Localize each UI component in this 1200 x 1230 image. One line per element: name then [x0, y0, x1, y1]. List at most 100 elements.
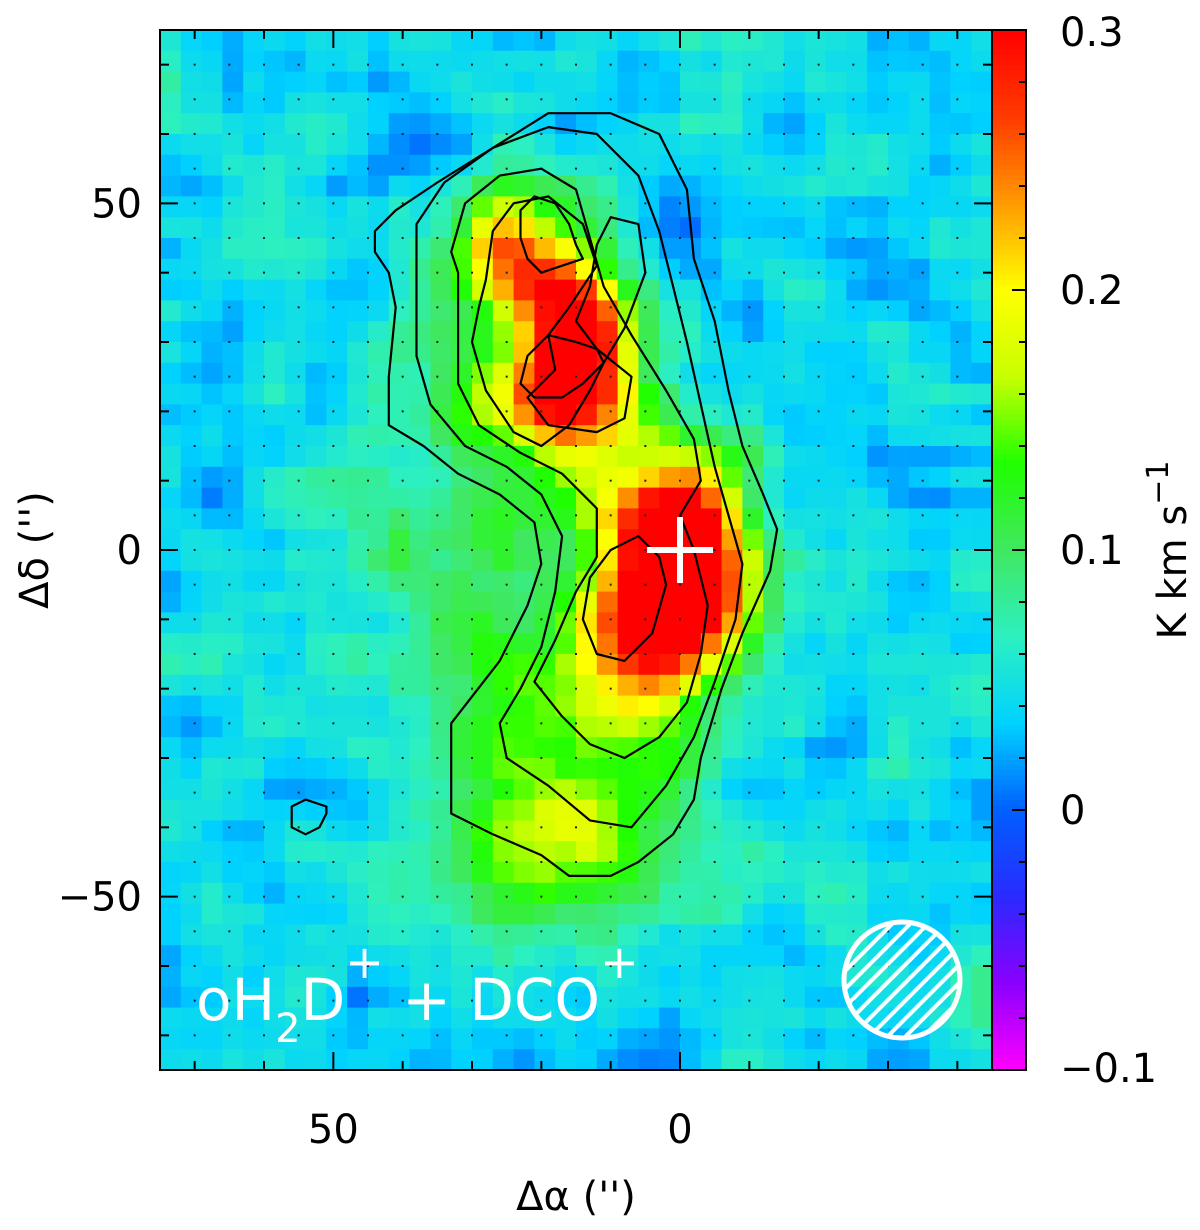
heatmap-cell [492, 674, 515, 697]
heatmap-cell [659, 737, 681, 759]
grid-dot [332, 341, 335, 343]
heatmap-cell [534, 175, 556, 197]
heatmap-cell [534, 882, 556, 905]
heatmap-cell [368, 238, 390, 260]
heatmap-cell [825, 30, 847, 52]
heatmap-cell [929, 134, 951, 156]
heatmap-cell [472, 175, 494, 197]
colorbar-segment [992, 315, 1026, 321]
heatmap-cell [700, 550, 723, 572]
colorbar-segment [992, 190, 1026, 196]
heatmap-cell [867, 508, 889, 530]
heatmap-cell [721, 446, 743, 468]
heatmap-cell [555, 508, 577, 530]
grid-dot [228, 133, 231, 135]
colorbar-segment [992, 325, 1026, 331]
heatmap-cell [929, 217, 951, 239]
heatmap-cell [160, 529, 182, 551]
heatmap-cell [284, 134, 307, 156]
heatmap-cell [160, 342, 182, 364]
heatmap-cell [264, 529, 286, 551]
heatmap-cell [430, 383, 452, 405]
heatmap-cell [867, 612, 889, 634]
heatmap-cell [825, 550, 847, 572]
heatmap-cell [784, 279, 806, 301]
heatmap-cell [742, 134, 764, 156]
grid-dot [783, 1034, 785, 1037]
heatmap-cell [368, 1049, 390, 1070]
heatmap-cell [284, 321, 307, 343]
heatmap-cell [971, 113, 992, 135]
grid-dot [228, 98, 231, 101]
heatmap-cell [950, 258, 972, 281]
heatmap-cell [763, 841, 785, 863]
heatmap-cell [950, 487, 972, 509]
heatmap-cell [721, 342, 743, 364]
heatmap-cell [929, 778, 951, 801]
heatmap-cell [243, 446, 265, 468]
heatmap-cell [492, 841, 515, 863]
heatmap-cell [867, 633, 889, 655]
heatmap-cell [347, 529, 369, 551]
heatmap-cell [326, 258, 348, 281]
heatmap-cell [971, 404, 992, 426]
heatmap-cell [638, 799, 660, 821]
colorbar-segment [992, 1015, 1026, 1021]
heatmap-cell [908, 425, 931, 447]
grid-dot [679, 341, 681, 343]
grid-dot [783, 514, 785, 517]
colorbar-segment [992, 845, 1026, 851]
heatmap-cell [409, 1049, 431, 1070]
heatmap-cell [264, 1028, 286, 1050]
grid-dot [540, 895, 543, 898]
heatmap-cell [638, 446, 660, 468]
heatmap-cell [492, 175, 515, 197]
grid-dot [852, 1034, 855, 1037]
heatmap-cell [867, 737, 889, 759]
heatmap-cell [222, 279, 244, 301]
colorbar-segment [992, 585, 1026, 591]
heatmap-cell [680, 1049, 702, 1070]
grid-dot [817, 167, 820, 170]
grid-dot [297, 999, 300, 1002]
heatmap-cell [763, 1007, 785, 1029]
colorbar-segment [992, 780, 1026, 786]
heatmap-cell [638, 321, 660, 343]
grid-dot [713, 965, 716, 967]
heatmap-cell [929, 799, 951, 821]
grid-dot [540, 306, 543, 309]
heatmap-cell [784, 924, 806, 946]
grid-dot [193, 826, 196, 829]
heatmap-cell [742, 342, 764, 364]
grid-dot [263, 202, 265, 205]
heatmap-cell [513, 529, 535, 551]
grid-dot [817, 618, 820, 621]
heatmap-cell [430, 217, 452, 239]
grid-dot [193, 861, 196, 863]
colorbar-segment [992, 185, 1026, 191]
heatmap-cell [742, 1007, 764, 1029]
colorbar-segment [992, 515, 1026, 521]
grid-dot [436, 826, 439, 829]
heatmap-cell [596, 945, 619, 967]
heatmap-cell [451, 487, 473, 509]
heatmap-cell [534, 612, 556, 634]
heatmap-cell [908, 570, 931, 593]
heatmap-cell [888, 50, 910, 73]
colorbar-segment [992, 35, 1026, 41]
heatmap-cell [846, 633, 868, 655]
grid-dot [575, 445, 577, 447]
heatmap-cell [846, 820, 868, 842]
heatmap-cell [347, 903, 369, 925]
heatmap-cell [908, 134, 931, 156]
heatmap-image [160, 30, 992, 1070]
grid-dot [748, 930, 751, 933]
heatmap-cell [513, 425, 535, 447]
heatmap-cell [576, 50, 598, 73]
grid-dot [436, 271, 439, 274]
heatmap-cell [430, 758, 452, 780]
heatmap-cell [409, 175, 431, 197]
grid-dot [471, 133, 473, 135]
colorbar-segment [992, 480, 1026, 486]
heatmap-cell [888, 196, 910, 218]
